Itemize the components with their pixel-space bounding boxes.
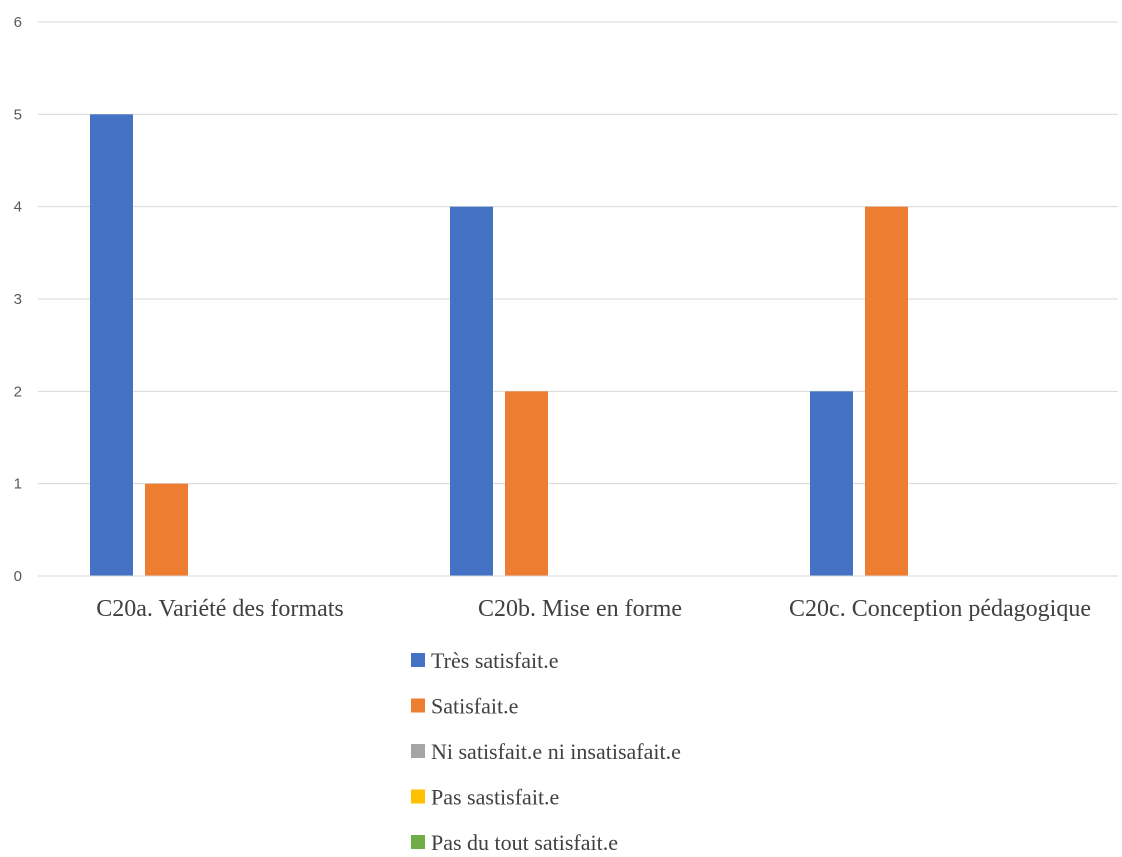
bar <box>810 391 853 576</box>
legend-label: Pas sastisfait.e <box>431 785 559 810</box>
legend-swatch <box>411 744 425 758</box>
legend: Très satisfait.e Satisfait.e Ni satisfait.… <box>411 648 681 855</box>
legend-label: Ni satisfait.e ni insatisafait.e <box>431 739 681 764</box>
legend-item: Ni satisfait.e ni insatisafait.e <box>411 739 681 764</box>
legend-swatch <box>411 835 425 849</box>
y-axis-ticks: 0 1 2 3 4 5 6 <box>14 14 22 585</box>
legend-item: Pas sastisfait.e <box>411 785 559 810</box>
bar <box>145 483 188 576</box>
y-tick-label: 1 <box>14 476 22 493</box>
bar <box>865 206 908 576</box>
legend-swatch <box>411 698 425 713</box>
y-tick-label: 5 <box>14 106 22 123</box>
legend-label: Très satisfait.e <box>431 648 559 673</box>
y-tick-label: 3 <box>14 291 22 308</box>
gridlines <box>38 21 1118 577</box>
x-category-label: C20c. Conception pédagogique <box>789 596 1091 622</box>
legend-swatch <box>411 653 425 667</box>
x-axis-categories: C20a. Variété des formats C20b. Mise en f… <box>96 596 1091 622</box>
legend-label: Satisfait.e <box>431 694 518 719</box>
y-tick-label: 4 <box>14 199 22 216</box>
legend-item: Satisfait.e <box>411 694 518 719</box>
y-tick-label: 2 <box>14 383 22 400</box>
y-tick-label: 6 <box>14 14 22 31</box>
y-tick-label: 0 <box>14 568 22 585</box>
legend-swatch <box>411 789 425 804</box>
legend-label: Pas du tout satisfait.e <box>431 830 618 852</box>
legend-item: Pas du tout satisfait.e <box>411 830 618 855</box>
bar <box>505 391 548 576</box>
x-category-label: C20b. Mise en forme <box>478 596 682 622</box>
legend-item: Très satisfait.e <box>411 648 559 673</box>
x-category-label: C20a. Variété des formats <box>96 596 344 622</box>
bar <box>90 114 133 576</box>
bar <box>450 206 493 576</box>
bars <box>90 114 908 576</box>
